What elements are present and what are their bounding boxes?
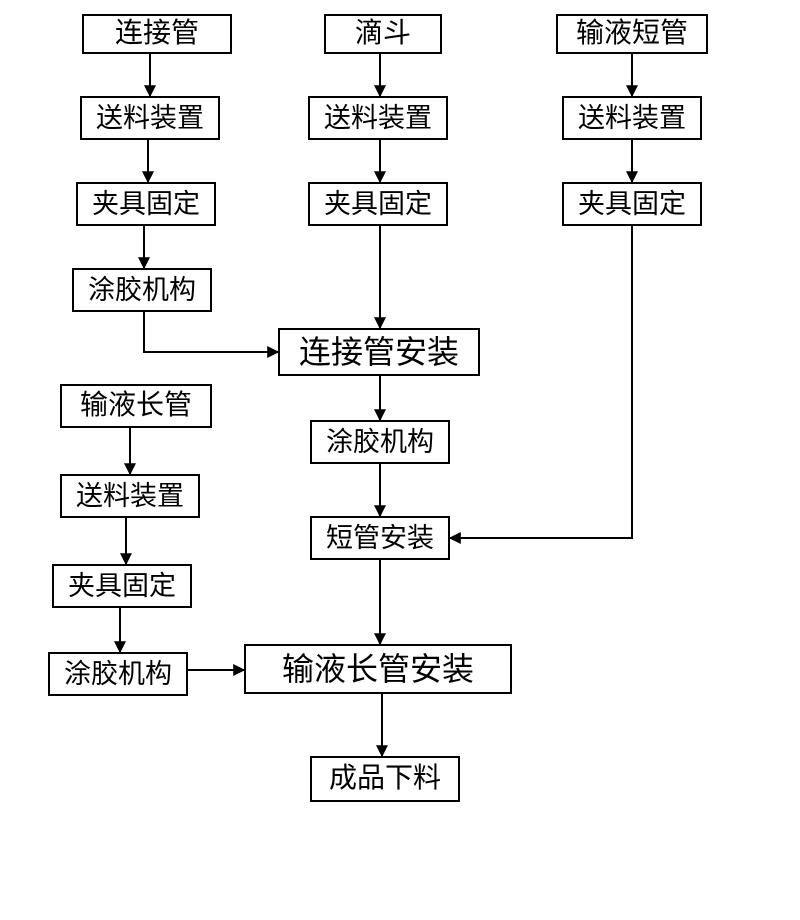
flow-node-m1: 连接管安装 bbox=[278, 328, 480, 376]
flow-node-m5: 成品下料 bbox=[310, 756, 460, 802]
flow-node-c1: 送料装置 bbox=[562, 96, 702, 140]
flow-node-label: 滴斗 bbox=[355, 20, 411, 48]
flow-node-label: 连接管 bbox=[115, 20, 199, 48]
flow-node-label: 夹具固定 bbox=[324, 191, 432, 218]
flow-node-c0: 输液短管 bbox=[556, 14, 708, 54]
flow-node-label: 涂胶机构 bbox=[326, 429, 434, 456]
flow-node-a0: 连接管 bbox=[82, 14, 232, 54]
flow-node-label: 送料装置 bbox=[578, 105, 686, 132]
flowchart-canvas: 连接管送料装置夹具固定涂胶机构滴斗送料装置夹具固定输液短管送料装置夹具固定连接管… bbox=[0, 0, 800, 920]
flow-node-b0: 滴斗 bbox=[324, 14, 442, 54]
flow-node-c2: 夹具固定 bbox=[562, 182, 702, 226]
flow-edge bbox=[450, 226, 632, 538]
flow-node-a2: 夹具固定 bbox=[76, 182, 216, 226]
flow-node-a1: 送料装置 bbox=[80, 96, 220, 140]
flow-node-label: 涂胶机构 bbox=[88, 277, 196, 304]
flow-node-label: 夹具固定 bbox=[68, 573, 176, 600]
flow-node-b2: 夹具固定 bbox=[308, 182, 448, 226]
flow-node-a3: 涂胶机构 bbox=[72, 268, 212, 312]
flow-node-label: 输液长管 bbox=[80, 392, 192, 420]
flow-node-label: 夹具固定 bbox=[578, 191, 686, 218]
flow-node-label: 输液长管安装 bbox=[282, 653, 474, 685]
flow-node-label: 短管安装 bbox=[326, 525, 434, 552]
flow-node-label: 输液短管 bbox=[576, 20, 688, 48]
flow-node-label: 送料装置 bbox=[96, 105, 204, 132]
flow-node-b1: 送料装置 bbox=[308, 96, 448, 140]
flow-node-d3: 涂胶机构 bbox=[48, 652, 188, 696]
flow-node-d1: 送料装置 bbox=[60, 474, 200, 518]
flow-edge bbox=[144, 312, 278, 352]
flow-node-m2: 涂胶机构 bbox=[310, 420, 450, 464]
flow-node-d0: 输液长管 bbox=[60, 384, 212, 428]
flow-node-label: 涂胶机构 bbox=[64, 661, 172, 688]
flow-node-label: 送料装置 bbox=[324, 105, 432, 132]
flow-node-label: 送料装置 bbox=[76, 483, 184, 510]
flow-node-label: 连接管安装 bbox=[299, 336, 459, 368]
flow-node-m3: 短管安装 bbox=[310, 516, 450, 560]
flow-node-m4: 输液长管安装 bbox=[244, 644, 512, 694]
flow-node-d2: 夹具固定 bbox=[52, 564, 192, 608]
flow-node-label: 夹具固定 bbox=[92, 191, 200, 218]
flow-node-label: 成品下料 bbox=[329, 765, 441, 793]
